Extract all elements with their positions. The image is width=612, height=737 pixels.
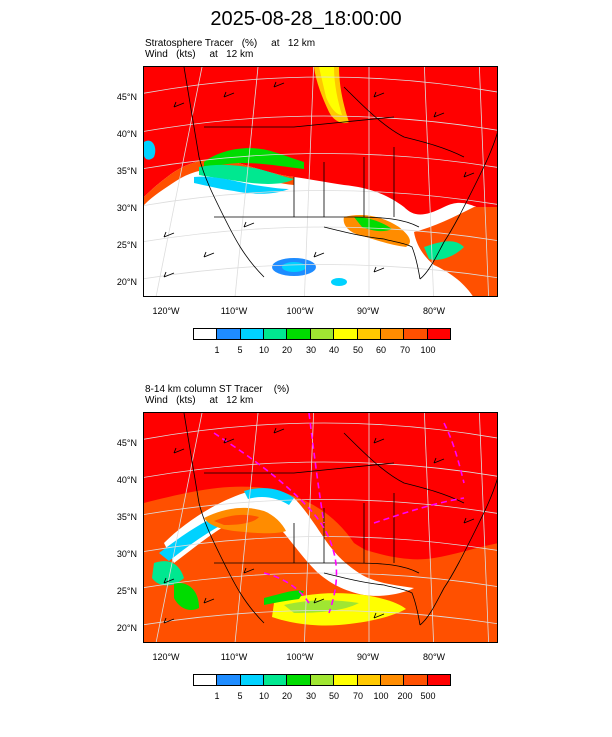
panel2-lat-label: 30°N xyxy=(116,549,137,559)
colorbar-swatch xyxy=(334,675,358,685)
main-title: 2025-08-28_18:00:00 xyxy=(210,8,402,30)
panel2-lon-label: 90°W xyxy=(356,652,380,662)
panel1-map-svg xyxy=(144,67,497,296)
panel2-lat-label: 25°N xyxy=(116,586,137,596)
panel1-label-line1: Stratosphere Tracer (%) at 12 km xyxy=(145,38,316,49)
panel1-label-line2: Wind (kts) at 12 km xyxy=(145,49,254,60)
colorbar-tick-label: 50 xyxy=(328,691,339,701)
colorbar-tick-label: 5 xyxy=(237,345,243,355)
panel1-colorbar xyxy=(193,328,451,340)
colorbar-swatch xyxy=(240,329,265,339)
panel1-lat-label: 45°N xyxy=(116,92,137,102)
colorbar-swatch xyxy=(264,675,288,685)
panel2-lat-label: 45°N xyxy=(116,438,137,448)
panel2-colorbar xyxy=(193,674,451,686)
panel1-lat-label: 25°N xyxy=(116,240,137,250)
panel1-lon-label: 80°W xyxy=(422,306,446,316)
colorbar-tick-label: 500 xyxy=(420,691,436,701)
colorbar-tick-label: 70 xyxy=(352,691,363,701)
panel2-map xyxy=(143,412,498,643)
panel1-lat-label: 20°N xyxy=(116,277,137,287)
panel1-lat-label: 35°N xyxy=(116,166,137,176)
panel1-lat-label: 30°N xyxy=(116,203,137,213)
panel1-lon-label: 110°W xyxy=(220,306,248,316)
panel2-lon-label: 110°W xyxy=(220,652,248,662)
colorbar-tick-label: 50 xyxy=(352,345,363,355)
colorbar-swatch xyxy=(427,329,450,339)
panel2-label-line2: Wind (kts) at 12 km xyxy=(145,395,254,406)
colorbar-swatch xyxy=(380,329,405,339)
panel1-lon-label: 100°W xyxy=(286,306,314,316)
colorbar-swatch xyxy=(287,329,311,339)
colorbar-swatch xyxy=(194,329,218,339)
colorbar-swatch xyxy=(334,329,358,339)
colorbar-swatch xyxy=(217,675,241,685)
panel2-map-svg xyxy=(144,413,497,642)
colorbar-tick-label: 100 xyxy=(420,345,436,355)
colorbar-swatch xyxy=(404,329,428,339)
panel2-lon-label: 80°W xyxy=(422,652,446,662)
colorbar-swatch xyxy=(357,329,381,339)
colorbar-swatch xyxy=(427,675,450,685)
colorbar-tick-label: 5 xyxy=(237,691,243,701)
colorbar-tick-label: 40 xyxy=(328,345,339,355)
colorbar-tick-label: 1 xyxy=(214,691,220,701)
colorbar-tick-label: 1 xyxy=(214,345,220,355)
colorbar-swatch xyxy=(217,329,241,339)
colorbar-swatch xyxy=(240,675,265,685)
colorbar-tick-label: 70 xyxy=(399,345,410,355)
colorbar-swatch xyxy=(310,329,335,339)
colorbar-swatch xyxy=(287,675,311,685)
colorbar-tick-label: 20 xyxy=(281,345,292,355)
colorbar-tick-label: 200 xyxy=(397,691,413,701)
colorbar-tick-label: 20 xyxy=(281,691,292,701)
panel2-lat-label: 40°N xyxy=(116,475,137,485)
panel1-lon-label: 120°W xyxy=(152,306,180,316)
colorbar-swatch xyxy=(194,675,218,685)
colorbar-swatch xyxy=(404,675,428,685)
panel2-lon-label: 100°W xyxy=(286,652,314,662)
colorbar-tick-label: 100 xyxy=(373,691,389,701)
panel1-lat-label: 40°N xyxy=(116,129,137,139)
colorbar-tick-label: 10 xyxy=(258,345,269,355)
colorbar-swatch xyxy=(264,329,288,339)
panel1-map xyxy=(143,66,498,297)
panel2-lat-label: 35°N xyxy=(116,512,137,522)
panel2-lat-label: 20°N xyxy=(116,623,137,633)
colorbar-tick-label: 10 xyxy=(258,691,269,701)
colorbar-tick-label: 60 xyxy=(375,345,386,355)
colorbar-swatch xyxy=(357,675,381,685)
panel2-lon-label: 120°W xyxy=(152,652,180,662)
panel1-lon-label: 90°W xyxy=(356,306,380,316)
colorbar-swatch xyxy=(310,675,335,685)
colorbar-tick-label: 30 xyxy=(305,345,316,355)
colorbar-tick-label: 30 xyxy=(305,691,316,701)
colorbar-swatch xyxy=(380,675,405,685)
panel2-label-line1: 8-14 km column ST Tracer (%) xyxy=(145,384,290,395)
